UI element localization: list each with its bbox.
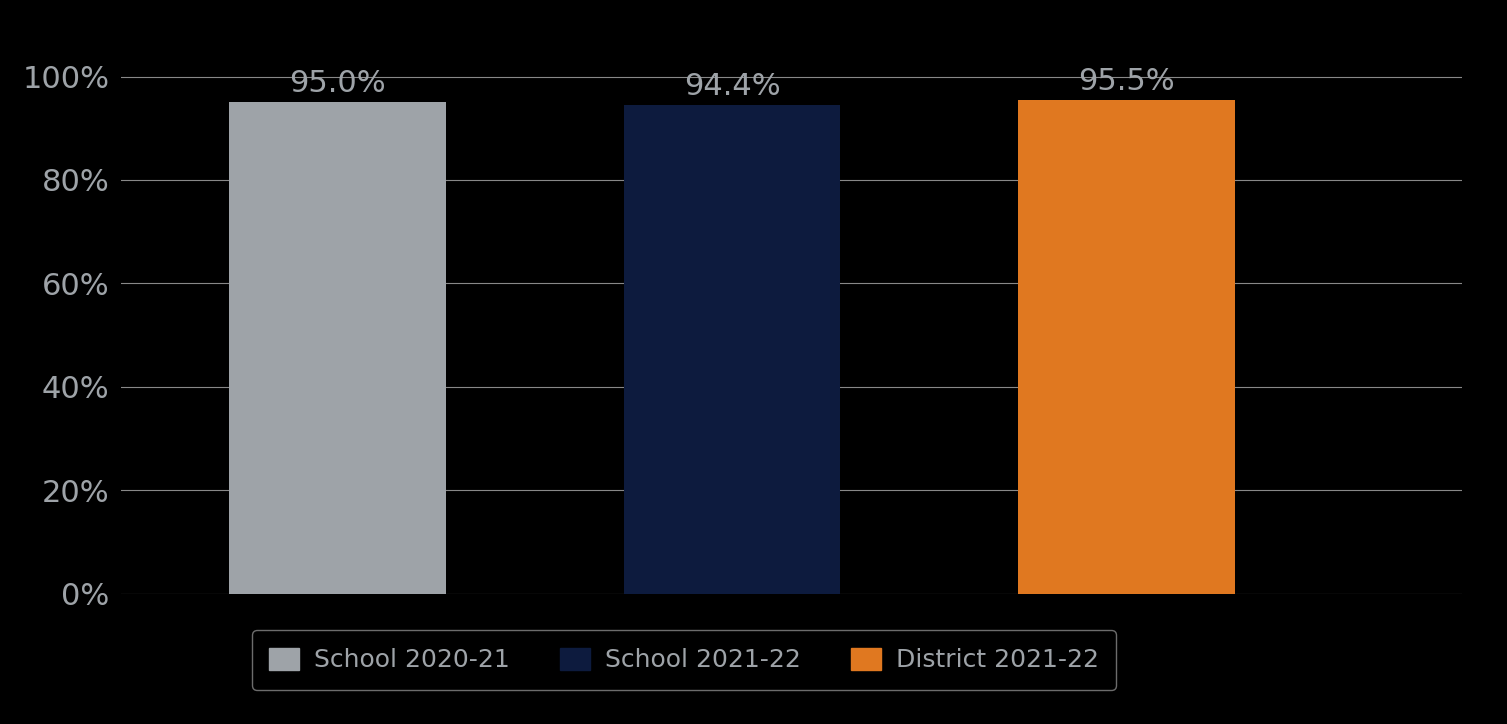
- Legend: School 2020-21, School 2021-22, District 2021-22: School 2020-21, School 2021-22, District…: [252, 630, 1117, 690]
- Bar: [1019, 100, 1234, 594]
- Text: 95.5%: 95.5%: [1078, 67, 1175, 96]
- Bar: [624, 106, 841, 594]
- Text: 94.4%: 94.4%: [684, 72, 781, 101]
- Bar: [229, 102, 446, 594]
- Text: 95.0%: 95.0%: [289, 70, 386, 98]
